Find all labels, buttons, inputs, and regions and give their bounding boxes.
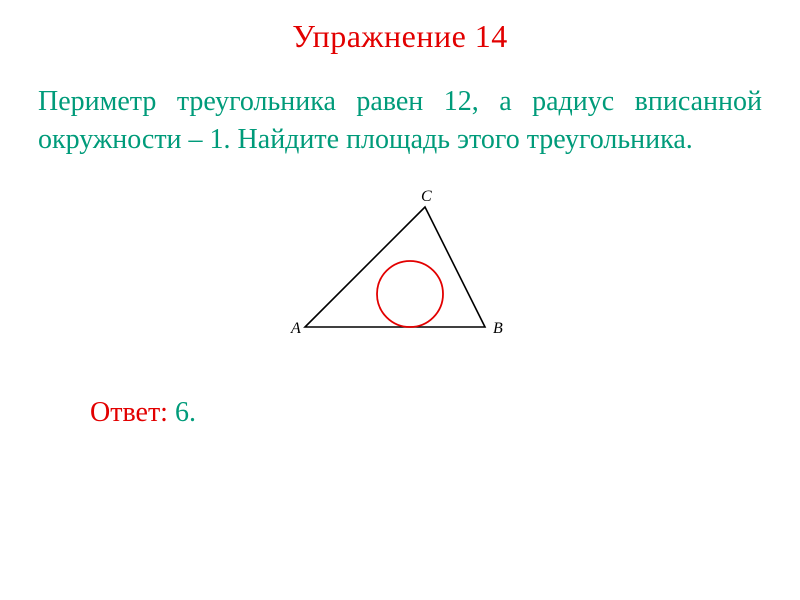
problem-statement: Периметр треугольника равен 12, а радиус…	[0, 55, 800, 159]
vertex-label-a: A	[290, 320, 301, 337]
answer-value: 6.	[168, 397, 196, 428]
answer-label: Ответ:	[90, 397, 168, 428]
answer-line: Ответ: 6.	[0, 397, 800, 429]
triangle-incircle-diagram: A B C	[285, 187, 515, 347]
figure-container: A B C	[0, 187, 800, 347]
triangle	[305, 207, 485, 327]
incircle	[377, 261, 443, 327]
vertex-label-c: C	[421, 188, 432, 205]
vertex-label-b: B	[493, 320, 503, 337]
exercise-title: Упражнение 14	[0, 0, 800, 55]
